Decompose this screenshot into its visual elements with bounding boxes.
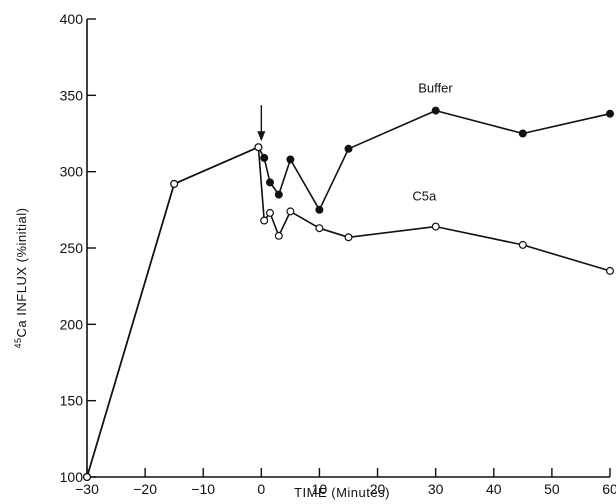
annotations xyxy=(257,105,266,142)
y-axis-title-superscript: 45 xyxy=(13,337,23,348)
x-tick-label-0: 0 xyxy=(257,481,265,497)
point-buffer-6 xyxy=(286,155,295,164)
point-c5a-6 xyxy=(286,207,295,216)
point-c5a-5 xyxy=(274,231,283,240)
point-buffer-3 xyxy=(260,153,269,162)
point-c5a-11 xyxy=(605,266,614,275)
series-label-c5a: C5a xyxy=(412,189,437,204)
series-lines xyxy=(86,109,611,478)
y-tick-label-150: 150 xyxy=(60,393,84,409)
point-c5a-7 xyxy=(315,224,324,233)
y-axis-title: 45Ca INFLUX (%initial) xyxy=(13,208,29,349)
y-tick-label-400: 400 xyxy=(60,11,84,27)
point-buffer-7 xyxy=(315,205,324,214)
point-buffer-11 xyxy=(605,109,614,118)
y-axis-title-main: Ca INFLUX (%initial) xyxy=(14,208,29,338)
point-c5a-10 xyxy=(518,240,527,249)
arrow-head-0 xyxy=(257,131,266,142)
x-tick-label-10: 10 xyxy=(312,481,328,497)
x-tick-label-30: 30 xyxy=(428,481,444,497)
point-c5a-2 xyxy=(254,143,263,152)
series-labels: Buffer C5a xyxy=(412,80,453,203)
point-buffer-8 xyxy=(344,144,353,153)
point-buffer-10 xyxy=(518,129,527,138)
x-tick-label-40: 40 xyxy=(486,481,502,497)
point-c5a-1 xyxy=(170,179,179,188)
y-tick-label-200: 200 xyxy=(60,316,84,332)
point-buffer-9 xyxy=(431,106,440,115)
x-tick-label--10: −10 xyxy=(191,481,215,497)
x-tick-label-50: 50 xyxy=(544,481,560,497)
point-c5a-4 xyxy=(266,208,275,217)
y-tick-label-100: 100 xyxy=(60,469,84,485)
point-c5a-3 xyxy=(260,216,269,225)
point-buffer-4 xyxy=(266,178,275,187)
x-tick-label--20: −20 xyxy=(133,481,157,497)
x-axis-title: TIME (Minutes) xyxy=(294,485,390,500)
x-tick-label-60: 60 xyxy=(602,481,616,497)
point-c5a-8 xyxy=(344,233,353,242)
y-tick-label-250: 250 xyxy=(60,240,84,256)
series-line-c5a xyxy=(86,146,611,478)
y-tick-label-350: 350 xyxy=(60,87,84,103)
series-markers xyxy=(82,106,614,482)
axis-ticks: 100 150 200 250 300 350 400 −30 −20 −10 0 10 20 30 40 5… xyxy=(60,11,616,497)
series-label-buffer: Buffer xyxy=(418,80,453,95)
point-c5a-9 xyxy=(431,222,440,231)
point-c5a-0 xyxy=(82,473,91,482)
y-tick-label-300: 300 xyxy=(60,164,84,180)
series-line-buffer xyxy=(86,109,611,478)
x-tick-label--30: −30 xyxy=(75,481,99,497)
x-tick-label-20: 20 xyxy=(370,481,386,497)
point-buffer-5 xyxy=(274,190,283,199)
